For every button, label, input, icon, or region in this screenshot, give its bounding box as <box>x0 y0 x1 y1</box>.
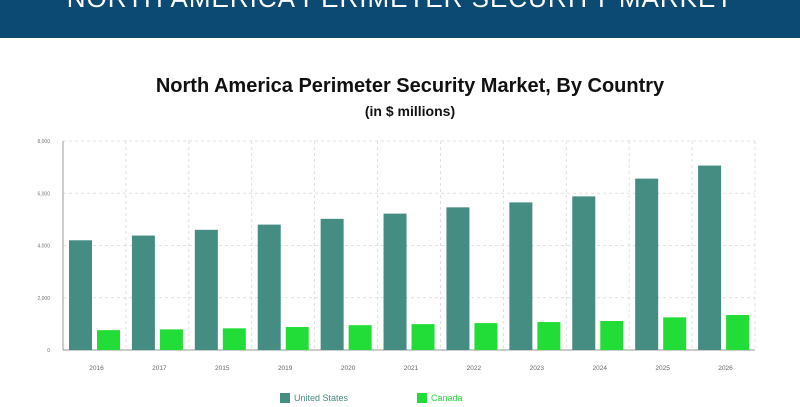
legend-swatch-canada <box>417 393 427 403</box>
x-tick-label: 2016 <box>89 365 104 372</box>
x-tick-label: 2022 <box>467 365 482 372</box>
x-tick-label: 2020 <box>341 365 356 372</box>
y-tick-label: 4,000 <box>37 244 50 250</box>
x-tick-label: 2024 <box>592 365 607 372</box>
bar-canada <box>726 314 750 350</box>
bar-canada <box>285 327 309 350</box>
x-tick-label: 2021 <box>404 365 419 372</box>
chart-legend: United States Canada <box>0 393 800 407</box>
x-tick-label: 2023 <box>530 365 545 372</box>
legend-item-canada[interactable]: Canada <box>417 393 463 403</box>
x-tick-label: 2026 <box>718 365 733 372</box>
bar-united-states <box>194 229 218 350</box>
bar-canada <box>474 323 498 350</box>
bar-united-states <box>698 165 722 350</box>
chart-title: North America Perimeter Security Market,… <box>155 75 665 97</box>
bar-canada <box>222 328 246 350</box>
y-tick-label: 0 <box>47 348 50 354</box>
bar-united-states <box>69 240 92 350</box>
x-tick-label: 2025 <box>655 365 670 372</box>
legend-label-canada: Canada <box>431 393 463 403</box>
bar-canada <box>348 325 372 350</box>
bar-canada <box>663 317 687 350</box>
bar-canada <box>97 330 120 350</box>
legend-item-united-states[interactable]: United States <box>280 393 348 403</box>
bar-canada <box>600 321 624 350</box>
x-tick-label: 2015 <box>215 365 230 372</box>
bar-united-states <box>257 224 281 350</box>
bar-canada <box>411 324 435 350</box>
bar-canada <box>159 329 183 350</box>
bar-united-states <box>320 218 344 350</box>
y-tick-label: 8,000 <box>37 139 50 145</box>
x-tick-label: 2019 <box>278 365 293 372</box>
bar-united-states <box>509 202 533 350</box>
bar-united-states <box>635 178 659 350</box>
legend-label-united-states: United States <box>294 393 349 403</box>
bar-united-states <box>572 196 596 350</box>
bar-united-states <box>383 213 407 350</box>
legend-swatch-united-states <box>280 393 290 403</box>
y-tick-label: 2,000 <box>37 296 50 302</box>
y-tick-label: 6,000 <box>37 191 50 197</box>
header-banner: NORTH AMERICA PERIMETER SECURITY MARKET <box>0 0 800 38</box>
x-tick-label: 2017 <box>152 365 167 372</box>
bar-united-states <box>131 235 155 350</box>
chart-subtitle: (in $ millions) <box>364 103 456 119</box>
bar-canada <box>537 322 561 350</box>
banner-title: NORTH AMERICA PERIMETER SECURITY MARKET <box>0 0 800 14</box>
bar-united-states <box>446 207 470 350</box>
